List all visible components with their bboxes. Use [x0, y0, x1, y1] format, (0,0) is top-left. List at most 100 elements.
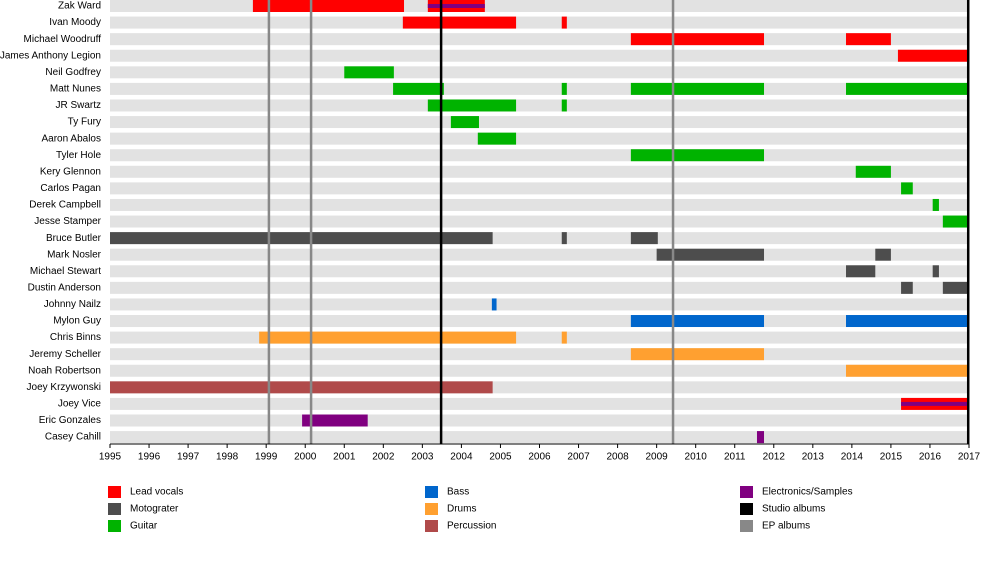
membership-bar: [561, 232, 567, 245]
row-band: [110, 215, 969, 228]
membership-bar: [846, 82, 969, 95]
x-tick-label: 1999: [255, 452, 278, 463]
x-tick-label: 1997: [177, 452, 200, 463]
member-label: Jeremy Scheller: [29, 349, 101, 360]
membership-bar: [897, 49, 969, 62]
legend-label: Studio albums: [762, 504, 825, 515]
membership-bar: [427, 99, 517, 112]
member-label: Ty Fury: [68, 117, 101, 128]
row-band: [110, 414, 969, 427]
x-tick-label: 1998: [216, 452, 239, 463]
row-band: [110, 132, 969, 145]
x-tick-label: 2016: [919, 452, 942, 463]
membership-bar: [656, 248, 765, 261]
member-label: Eric Gonzales: [39, 415, 101, 426]
row-band: [110, 397, 969, 410]
membership-bar: [846, 364, 969, 377]
row-band: [110, 248, 969, 261]
member-label: Aaron Abalos: [42, 133, 102, 144]
membership-bar: [942, 281, 969, 294]
membership-bar: [846, 315, 969, 328]
x-tick-label: 2014: [841, 452, 864, 463]
x-tick-label: 2015: [880, 452, 903, 463]
membership-bar: [932, 265, 939, 278]
x-tick-label: 2000: [294, 452, 317, 463]
member-label: Derek Campbell: [29, 200, 101, 211]
membership-bar: [259, 331, 517, 344]
member-label: Chris Binns: [50, 332, 101, 343]
membership-bar: [252, 0, 405, 12]
legend-swatch: [425, 520, 438, 532]
membership-bar: [630, 82, 765, 95]
membership-bar: [942, 215, 969, 228]
member-label: James Anthony Legion: [0, 50, 101, 61]
row-band: [110, 331, 969, 344]
x-tick-label: 2012: [763, 452, 786, 463]
member-label: Bruce Butler: [46, 233, 102, 244]
member-label: JR Swartz: [55, 100, 101, 111]
x-tick-label: 2009: [646, 452, 669, 463]
row-band: [110, 315, 969, 328]
row-band: [110, 348, 969, 361]
membership-bar: [901, 182, 913, 195]
membership-bar: [875, 248, 891, 261]
member-label: Noah Robertson: [28, 365, 101, 376]
legend-label: EP albums: [762, 521, 810, 532]
membership-bar: [846, 265, 876, 278]
member-label: Tyler Hole: [56, 150, 101, 161]
legend-label: Lead vocals: [130, 487, 183, 498]
membership-bar: [491, 298, 497, 311]
member-label: Carlos Pagan: [40, 183, 101, 194]
legend-label: Electronics/Samples: [762, 487, 853, 498]
x-tick-label: 2013: [802, 452, 825, 463]
membership-bar: [344, 66, 394, 79]
legend-swatch: [108, 503, 121, 515]
membership-bar: [561, 16, 567, 29]
member-label: Mylon Guy: [53, 316, 101, 327]
membership-bar: [901, 281, 913, 294]
x-tick-label: 2003: [411, 452, 434, 463]
member-label: Casey Cahill: [45, 432, 101, 443]
member-label: Joey Krzywonski: [27, 382, 101, 393]
membership-bar: [477, 132, 517, 145]
x-tick-label: 1996: [138, 452, 161, 463]
x-tick-label: 2002: [372, 452, 395, 463]
legend-label: Motograter: [130, 504, 179, 515]
row-band: [110, 281, 969, 294]
legend-swatch: [740, 520, 753, 532]
legend-swatch: [108, 520, 121, 532]
member-label: Michael Woodruff: [24, 34, 102, 45]
x-tick-label: 1995: [99, 452, 122, 463]
member-label: Mark Nosler: [47, 249, 102, 260]
legend-swatch: [108, 486, 121, 498]
membership-bar: [630, 149, 765, 162]
legend-swatch: [425, 486, 438, 498]
row-band: [110, 149, 969, 162]
member-label: Zak Ward: [58, 1, 101, 12]
legend-swatch: [425, 503, 438, 515]
row-band: [110, 82, 969, 95]
member-label: Johnny Nailz: [44, 299, 101, 310]
membership-bar: [901, 401, 969, 406]
member-label: Matt Nunes: [50, 84, 101, 95]
row-band: [110, 66, 969, 79]
membership-bar: [855, 165, 891, 178]
membership-bar: [450, 116, 479, 129]
membership-bar: [393, 82, 444, 95]
member-label: Dustin Anderson: [28, 283, 101, 294]
membership-bar: [402, 16, 517, 29]
x-tick-label: 2017: [958, 452, 981, 463]
legend-label: Percussion: [447, 521, 496, 532]
membership-bar: [630, 232, 658, 245]
row-band: [110, 364, 969, 377]
row-band: [110, 116, 969, 129]
membership-bar: [110, 232, 493, 245]
membership-bar: [561, 99, 567, 112]
membership-bar: [756, 431, 765, 444]
x-tick-label: 2006: [528, 452, 551, 463]
x-tick-label: 2008: [606, 452, 629, 463]
membership-bar: [561, 331, 567, 344]
x-tick-label: 2005: [489, 452, 512, 463]
row-band: [110, 99, 969, 112]
